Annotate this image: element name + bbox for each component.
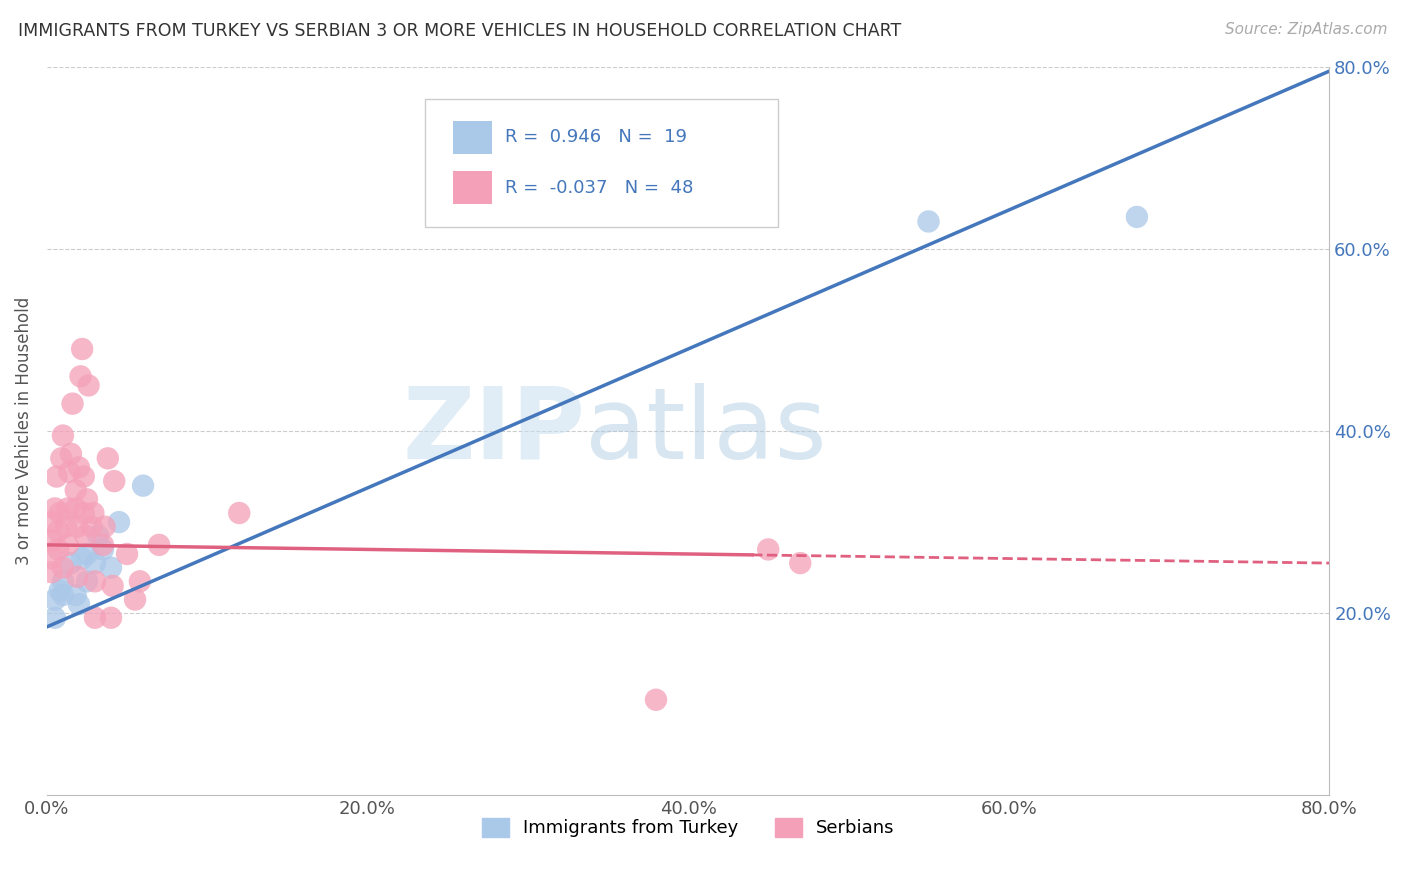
Point — [128, 574, 150, 589]
Point — [52, 588, 75, 602]
Point — [756, 542, 779, 557]
Point — [82, 506, 104, 520]
Text: R =  -0.037   N =  48: R = -0.037 N = 48 — [505, 178, 693, 196]
Point — [65, 501, 87, 516]
Point — [100, 560, 122, 574]
Point — [66, 570, 89, 584]
Point — [115, 547, 138, 561]
Bar — [453, 171, 492, 203]
Point — [73, 469, 96, 483]
Point — [87, 529, 110, 543]
Point — [70, 342, 93, 356]
Point — [66, 519, 89, 533]
Point — [46, 542, 69, 557]
Point — [84, 574, 107, 589]
Point — [75, 529, 97, 543]
Point — [73, 506, 96, 520]
Legend: Immigrants from Turkey, Serbians: Immigrants from Turkey, Serbians — [474, 811, 901, 845]
Point — [148, 538, 170, 552]
Text: ZIP: ZIP — [402, 383, 585, 480]
Point — [76, 492, 98, 507]
Point — [52, 428, 75, 442]
Point — [76, 547, 98, 561]
Text: Source: ZipAtlas.com: Source: ZipAtlas.com — [1225, 22, 1388, 37]
Point — [228, 506, 250, 520]
Point — [65, 483, 87, 498]
Point — [41, 533, 63, 548]
Point — [789, 556, 811, 570]
Point — [132, 478, 155, 492]
Point — [59, 556, 82, 570]
Point — [62, 397, 84, 411]
Point — [1126, 210, 1149, 224]
Point — [41, 565, 63, 579]
Point — [65, 588, 87, 602]
Point — [77, 378, 100, 392]
Point — [124, 592, 146, 607]
Text: IMMIGRANTS FROM TURKEY VS SERBIAN 3 OR MORE VEHICLES IN HOUSEHOLD CORRELATION CH: IMMIGRANTS FROM TURKEY VS SERBIAN 3 OR M… — [18, 22, 901, 40]
Point — [93, 519, 115, 533]
FancyBboxPatch shape — [425, 99, 778, 227]
Point — [44, 611, 66, 625]
Point — [645, 692, 668, 706]
Bar — [453, 121, 492, 154]
Point — [101, 579, 124, 593]
Point — [97, 451, 120, 466]
Point — [103, 474, 125, 488]
Point — [80, 519, 103, 533]
Point — [48, 506, 70, 520]
Point — [41, 551, 63, 566]
Point — [84, 611, 107, 625]
Point — [67, 597, 90, 611]
Point — [55, 519, 77, 533]
Point — [84, 556, 107, 570]
Point — [56, 538, 79, 552]
Point — [69, 369, 91, 384]
Point — [76, 574, 98, 589]
Point — [41, 515, 63, 529]
Point — [108, 515, 131, 529]
Point — [45, 469, 67, 483]
Point — [44, 592, 66, 607]
Point — [59, 447, 82, 461]
Text: R =  0.946   N =  19: R = 0.946 N = 19 — [505, 128, 686, 146]
Point — [70, 551, 93, 566]
Point — [917, 214, 939, 228]
Point — [91, 538, 114, 552]
Point — [44, 501, 66, 516]
Point — [51, 451, 73, 466]
Point — [52, 560, 75, 574]
Point — [100, 611, 122, 625]
Point — [48, 583, 70, 598]
Point — [58, 465, 80, 479]
Point — [52, 574, 75, 589]
Point — [46, 524, 69, 539]
Point — [56, 501, 79, 516]
Text: atlas: atlas — [585, 383, 827, 480]
Point — [67, 460, 90, 475]
Y-axis label: 3 or more Vehicles in Household: 3 or more Vehicles in Household — [15, 297, 32, 566]
Point — [91, 542, 114, 557]
